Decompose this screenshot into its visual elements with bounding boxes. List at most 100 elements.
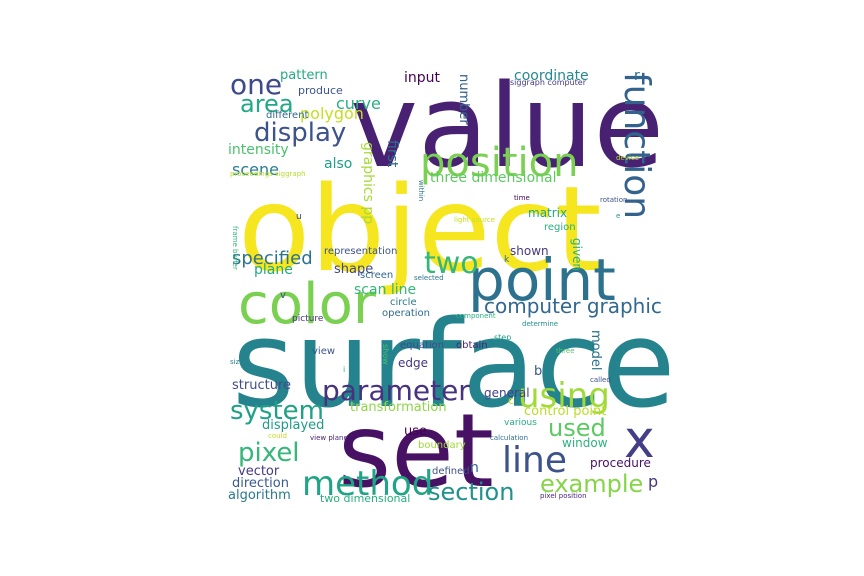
word-pattern: pattern	[280, 68, 328, 83]
word-color: color	[238, 272, 377, 337]
word-one: one	[230, 68, 282, 101]
word-u: u	[296, 212, 302, 222]
word-number: number	[456, 74, 471, 125]
word-i: i	[343, 365, 345, 374]
word-equation: equation	[400, 340, 444, 351]
word-display: display	[254, 118, 346, 148]
word-e: e	[616, 212, 620, 220]
word-example: example	[540, 470, 643, 498]
word-produce: produce	[298, 84, 343, 97]
word-object: object	[238, 160, 602, 298]
word-obtain: obtain	[456, 340, 488, 351]
word-specified: specified	[232, 248, 313, 269]
word-c: c	[508, 394, 514, 407]
word-method: method	[302, 464, 433, 504]
word-p: p	[648, 472, 658, 491]
word-general: general	[484, 386, 530, 400]
word-determine: determine	[522, 320, 558, 328]
word-device: device	[616, 154, 639, 162]
word-polygon: polygon	[300, 104, 364, 123]
word-k: k	[504, 255, 510, 265]
word-boundary: boundary	[418, 440, 466, 451]
word-two: two	[424, 246, 479, 281]
word-area: area	[240, 90, 294, 118]
word-proceedings-siggraph: proceedings siggraph	[230, 170, 306, 178]
word-set: set	[338, 392, 494, 511]
word-scene: scene	[232, 160, 279, 179]
word-scan-line: scan line	[354, 282, 416, 298]
word-defined: defined	[432, 466, 470, 477]
word-three-dimensional: three dimensional	[430, 170, 556, 186]
word-use: use	[404, 424, 427, 439]
word-within: within	[417, 180, 425, 201]
word-screen: screen	[360, 270, 393, 281]
word-shown: shown	[510, 244, 549, 258]
word-surface: surface	[232, 296, 676, 435]
word-different: different	[266, 110, 309, 121]
word-x: x	[624, 410, 655, 470]
word-rotation: rotation	[600, 196, 627, 204]
word-plane: plane	[254, 262, 293, 278]
word-parameter: parameter	[322, 374, 470, 407]
word-vector: vector	[238, 464, 280, 479]
word-model: model	[588, 330, 603, 370]
word-function: function	[616, 72, 657, 219]
word-siggraph-computer: siggraph computer	[510, 78, 587, 87]
word-matrix: matrix	[528, 206, 567, 220]
word-graphics-pp: graphics pp	[360, 142, 376, 224]
word-point: point	[468, 246, 616, 314]
word-b: b	[534, 364, 542, 379]
word-pixel: pixel	[238, 438, 300, 468]
word-first: first	[384, 140, 400, 168]
word-operation: operation	[382, 308, 430, 319]
word-two-dimensional: two dimensional	[320, 492, 410, 505]
word-could: could	[268, 432, 287, 440]
word-line: line	[502, 440, 567, 481]
word-show: show	[381, 344, 390, 365]
word-time: time	[514, 194, 530, 202]
word-using: using	[518, 376, 610, 416]
word-size: size	[230, 358, 244, 366]
word-three: three	[556, 347, 575, 355]
word-coordinate: coordinate	[514, 68, 589, 84]
word-shape: shape	[334, 262, 373, 277]
word-edge: edge	[398, 356, 428, 370]
word-v: v	[280, 290, 286, 301]
word-picture: picture	[292, 314, 324, 324]
word-displayed: displayed	[262, 418, 324, 433]
word-step: step	[494, 333, 511, 342]
word-frame-buffer: frame buffer	[231, 226, 239, 270]
word-component: component	[456, 312, 496, 320]
word-n: n	[470, 460, 479, 476]
word-window: window	[562, 436, 608, 450]
word-structure: structure	[232, 378, 291, 393]
word-called: called	[590, 376, 611, 384]
word-control-point: control point	[524, 404, 606, 419]
word-r: r	[634, 68, 640, 84]
word-position: position	[420, 140, 578, 186]
word-algorithm: algorithm	[228, 488, 291, 503]
word-system: system	[230, 396, 324, 426]
word-transformation: transformation	[350, 400, 447, 415]
word-curve: curve	[336, 94, 381, 113]
word-pixel-position: pixel position	[540, 492, 587, 500]
word-procedure: procedure	[590, 456, 651, 470]
word-various: various	[504, 418, 537, 428]
word-computer-graphic: computer graphic	[484, 294, 662, 318]
word-calculation: calculation	[490, 434, 528, 442]
word-view-plane: view plane	[310, 434, 348, 442]
word-circle: circle	[390, 297, 417, 308]
word-intensity: intensity	[228, 142, 289, 158]
word-section: section	[428, 478, 514, 506]
word-direction: direction	[232, 476, 289, 491]
word-input: input	[404, 70, 441, 86]
word-selected: selected	[414, 274, 444, 282]
word-light-source: light source	[454, 216, 495, 224]
word-used: used	[548, 414, 606, 442]
word-given: given	[570, 238, 584, 271]
word-representation: representation	[324, 246, 397, 257]
word-value: value	[350, 60, 664, 194]
word-view: view	[312, 346, 335, 357]
word-region: region	[544, 222, 576, 233]
